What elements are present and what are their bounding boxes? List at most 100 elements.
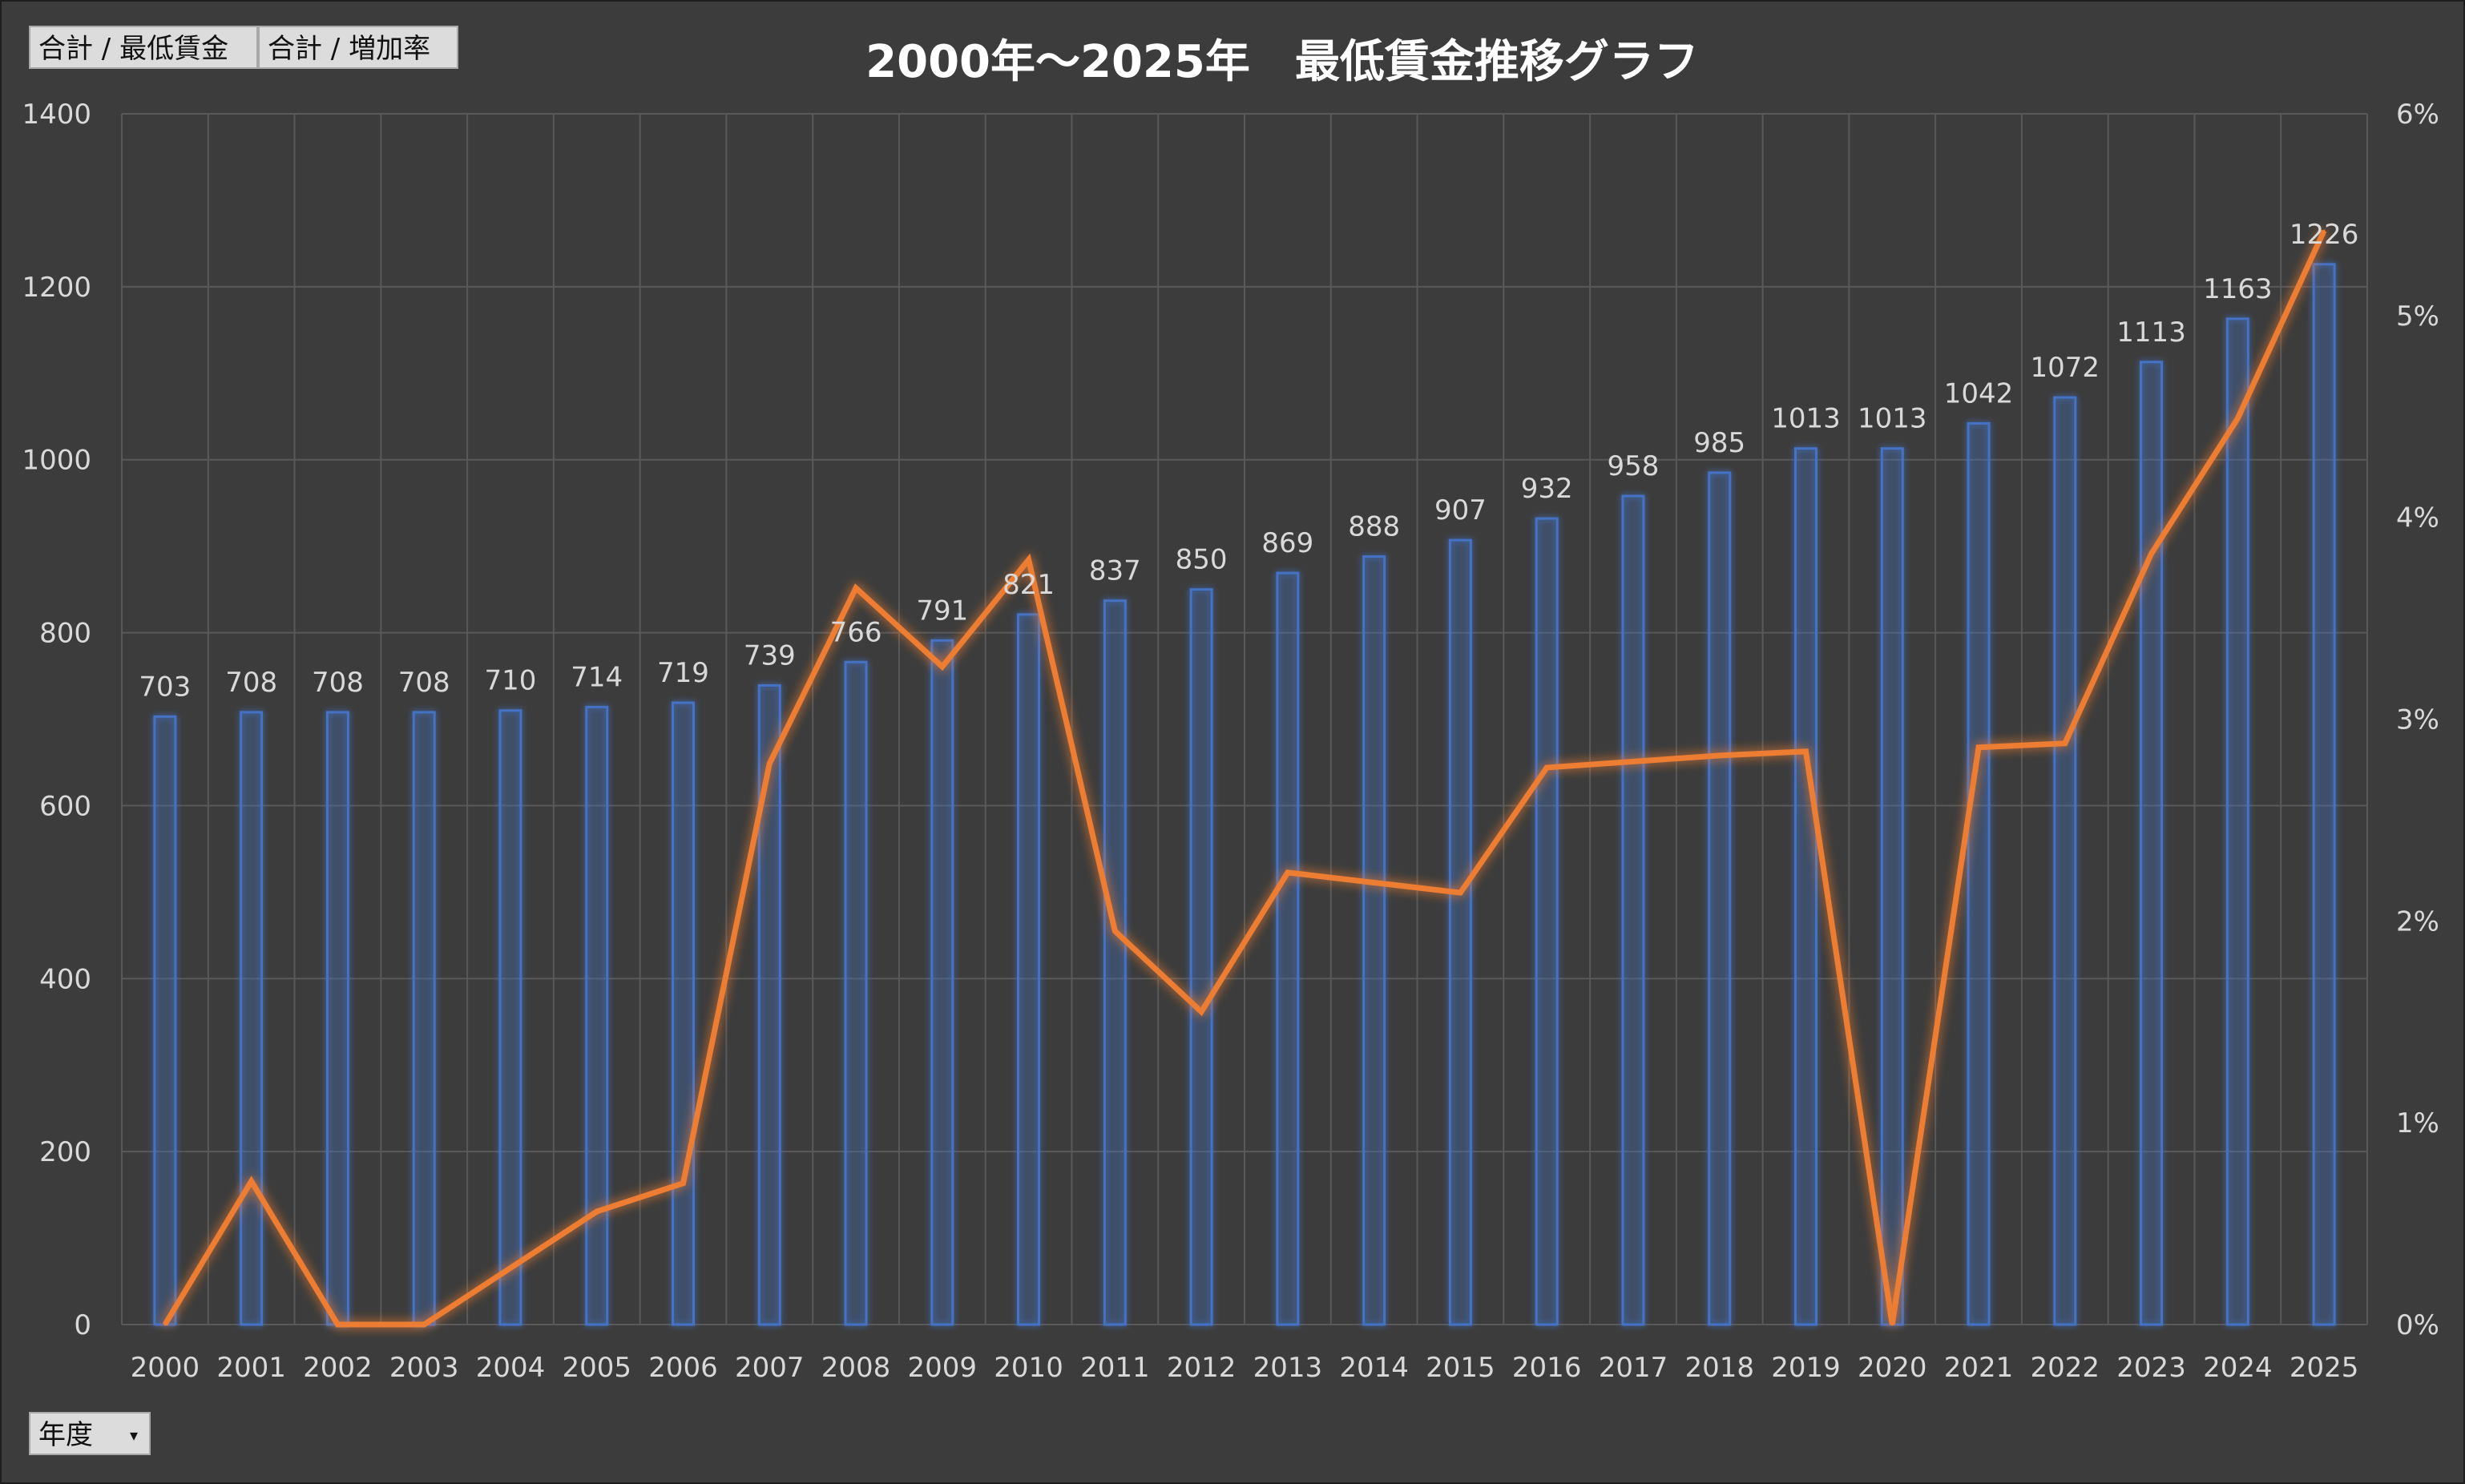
bar-data-label: 1072 [2031,352,2100,384]
x-axis-tick-label: 2007 [735,1352,805,1384]
bar-data-label: 888 [1348,511,1400,543]
x-axis-tick-label: 2004 [476,1352,546,1384]
bar-data-label: 850 [1176,544,1228,576]
x-axis-tick-label: 2019 [1771,1352,1841,1384]
x-axis-tick-label: 2021 [1944,1352,2014,1384]
line-point [2236,417,2239,420]
y2-axis-tick-label: 0% [2396,1309,2439,1341]
bar [2140,361,2164,1326]
line-point [250,1180,253,1183]
y-axis-tick-label: 1200 [22,272,91,304]
line-point [1027,559,1031,562]
line-point [163,1323,167,1326]
y-axis-tick-label: 0 [74,1309,91,1341]
bar [844,660,868,1326]
x-axis-tick-label: 2001 [216,1352,286,1384]
bar [325,711,349,1326]
x-axis-tick-label: 2009 [908,1352,978,1384]
dropdown-arrow-icon: ▾ [129,1426,138,1445]
bar-data-label: 932 [1521,473,1573,505]
y-axis-tick-label: 800 [39,618,91,650]
bar-data-label: 837 [1089,555,1141,587]
bar [1708,471,1732,1326]
x-axis-tick-label: 2025 [2290,1352,2359,1384]
bar-data-label: 714 [571,661,623,693]
line-point [1458,891,1462,894]
gridlines [121,113,2368,1325]
bar [412,711,436,1326]
y2-axis-tick-label: 5% [2396,300,2439,333]
value-field-button-minimum-wage[interactable]: 合計 / 最低賃金 [29,26,258,69]
x-axis-tick-label: 2003 [389,1352,459,1384]
line-point [422,1323,426,1326]
line-point [1977,746,1980,749]
bar [1017,613,1041,1326]
bar-data-label: 710 [485,665,537,697]
line-series [162,229,2327,1328]
line-point [941,665,944,668]
bar-data-label: 1042 [1944,377,2014,409]
axis-field-button-year[interactable]: 年度 ▾ [29,1412,151,1455]
x-axis-tick-label: 2010 [994,1352,1063,1384]
value-field-button-increase-rate[interactable]: 合計 / 増加率 [258,26,458,69]
bar [1362,555,1386,1326]
bar [1448,538,1472,1326]
bar-data-label: 708 [225,667,277,699]
line-point [1718,754,1721,757]
line-point [1286,871,1289,874]
bar-data-label: 719 [657,657,709,689]
bar [2053,396,2077,1326]
bar [1621,494,1645,1326]
bar [1189,588,1213,1326]
line-point [1805,750,1807,753]
bar [1880,447,1904,1326]
bar-data-label: 703 [139,671,191,703]
y-axis-tick-label: 1400 [22,99,91,131]
x-axis-tick-label: 2011 [1080,1352,1150,1384]
line-point [509,1266,512,1269]
bar [1276,571,1300,1326]
bar-data-label: 869 [1261,527,1313,559]
bar [930,639,954,1326]
y-axis-tick-label: 1000 [22,445,91,477]
line-point [1632,760,1635,763]
increase-rate-line [162,229,2327,1328]
x-axis-tick-label: 2023 [2116,1352,2186,1384]
bar [672,701,695,1326]
line-point [1373,881,1376,884]
x-axis-tick-label: 2014 [1339,1352,1409,1384]
x-axis-tick-label: 2002 [303,1352,373,1384]
x-axis-tick-label: 2006 [648,1352,718,1384]
bar [585,705,609,1326]
bar-data-label: 907 [1434,494,1487,526]
bar [153,715,177,1326]
bar-data-label: 708 [312,667,364,699]
line-point [336,1323,339,1326]
bar-data-label: 1013 [1771,403,1841,435]
y-axis-tick-label: 600 [39,790,91,822]
bar [757,684,781,1326]
line-point [768,762,771,765]
bar-data-label: 1226 [2290,219,2359,251]
bar [1967,421,1991,1326]
bar [2312,263,2336,1326]
bar [498,709,522,1326]
bar-data-label: 708 [398,667,450,699]
y2-axis-tick-label: 6% [2396,99,2439,131]
bar [240,711,264,1326]
y2-axis-tick-label: 4% [2396,502,2439,534]
line-point [682,1182,684,1185]
bar-data-label: 739 [744,639,796,671]
bar [1535,517,1559,1326]
chart-title: 2000年～2025年 最低賃金推移グラフ [865,36,1699,88]
x-axis-tick-label: 2012 [1167,1352,1237,1384]
x-axis-tick-label: 2015 [1426,1352,1495,1384]
x-axis-tick-label: 2020 [1858,1352,1927,1384]
line-point [2150,552,2153,555]
y2-axis-tick-label: 1% [2396,1107,2439,1139]
y2-axis-tick-label: 3% [2396,704,2439,736]
y2-axis-tick-label: 2% [2396,905,2439,938]
bar-data-label: 791 [916,595,968,627]
bar-data-label: 958 [1608,450,1660,482]
x-axis-tick-label: 2016 [1512,1352,1582,1384]
